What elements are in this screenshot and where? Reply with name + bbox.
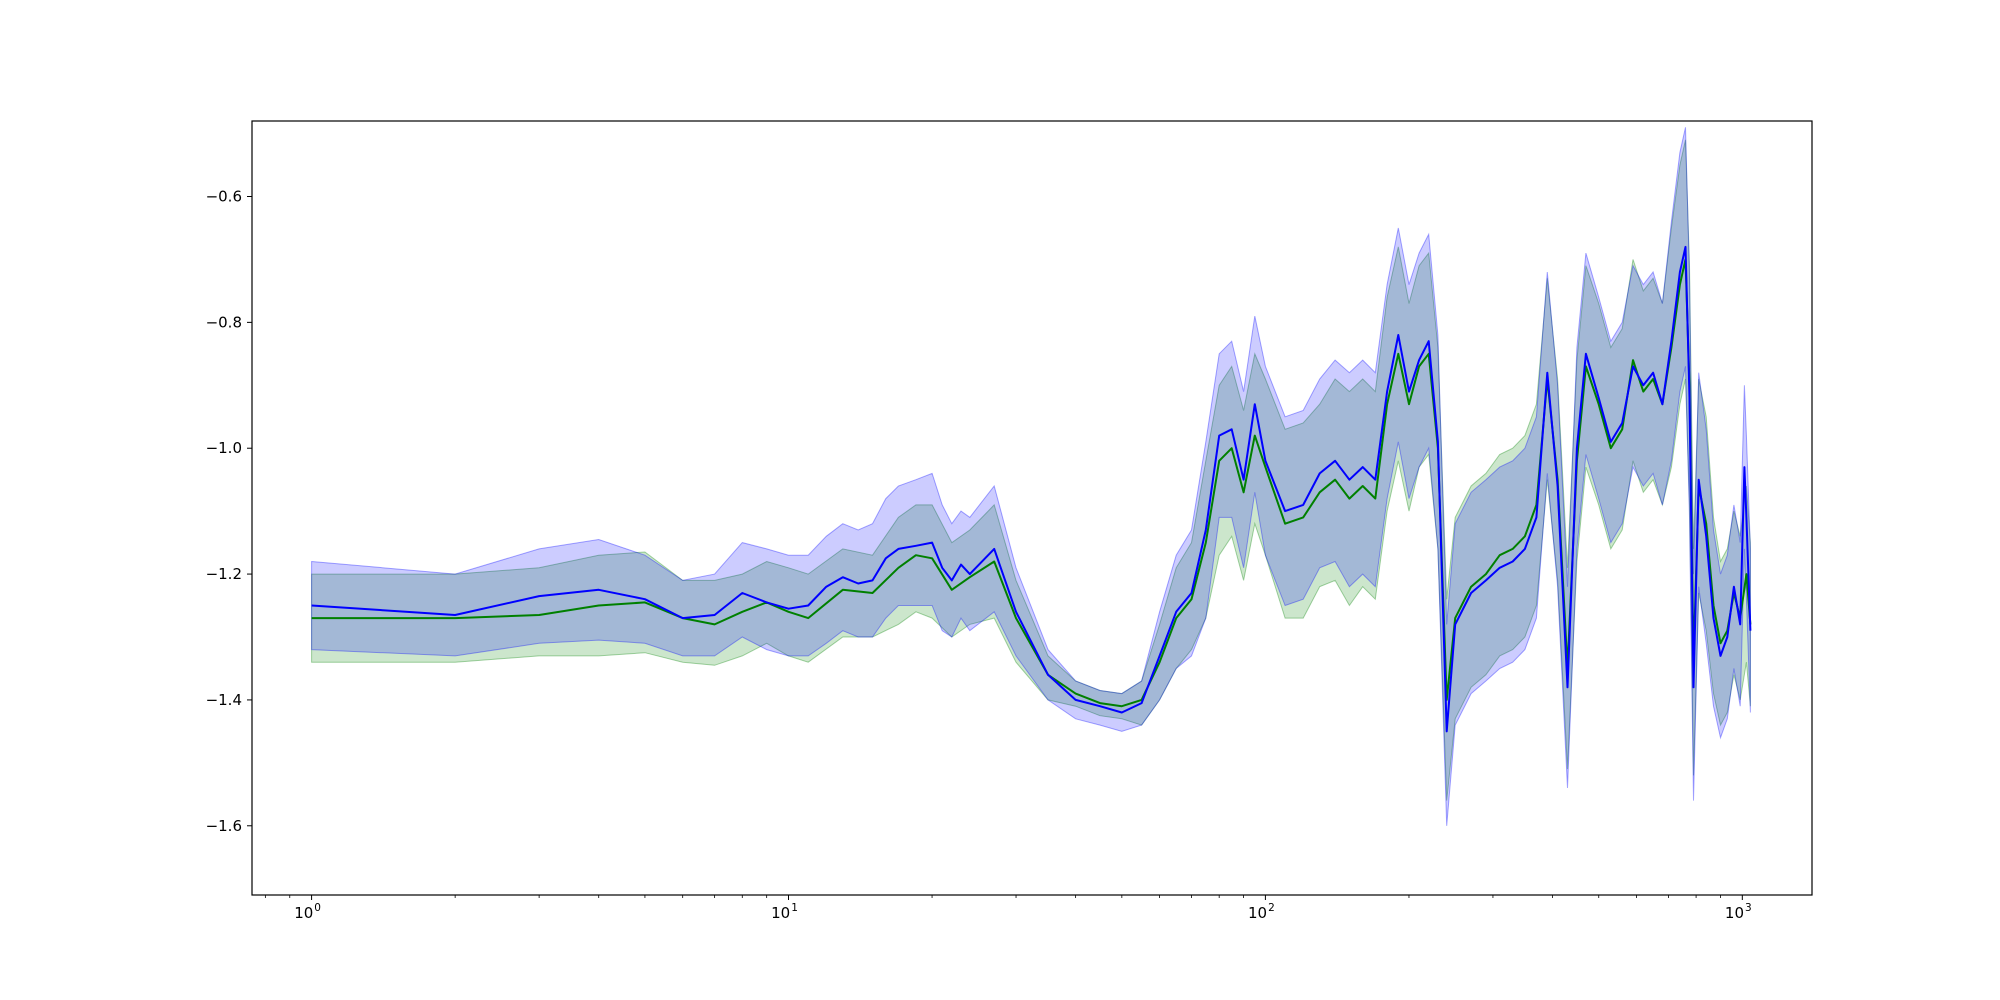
y-tick-label: −0.8 (206, 313, 242, 331)
series-1-band (311, 139, 1751, 801)
y-tick-label: −0.6 (206, 188, 242, 206)
series-lines (311, 245, 1752, 733)
x-tick-label: 103 (1725, 902, 1752, 922)
x-tick-label: 101 (771, 902, 798, 922)
plot-area-frame (251, 120, 1813, 896)
y-tick-label: −1.0 (206, 439, 242, 457)
y-axis: −0.6 −0.8 −1.0 −1.2 −1.4 −1.6 (206, 188, 252, 835)
confidence-bands (311, 127, 1751, 826)
series-2-line (311, 245, 1752, 733)
x-tick-label: 100 (294, 902, 321, 922)
y-tick-label: −1.4 (206, 691, 242, 709)
y-tick-label: −1.6 (206, 817, 242, 835)
x-tick-label: 102 (1248, 902, 1275, 922)
y-tick-label: −1.2 (206, 565, 242, 583)
series-2-band (311, 127, 1751, 826)
x-axis: 100 101 102 103 (264, 895, 1752, 922)
